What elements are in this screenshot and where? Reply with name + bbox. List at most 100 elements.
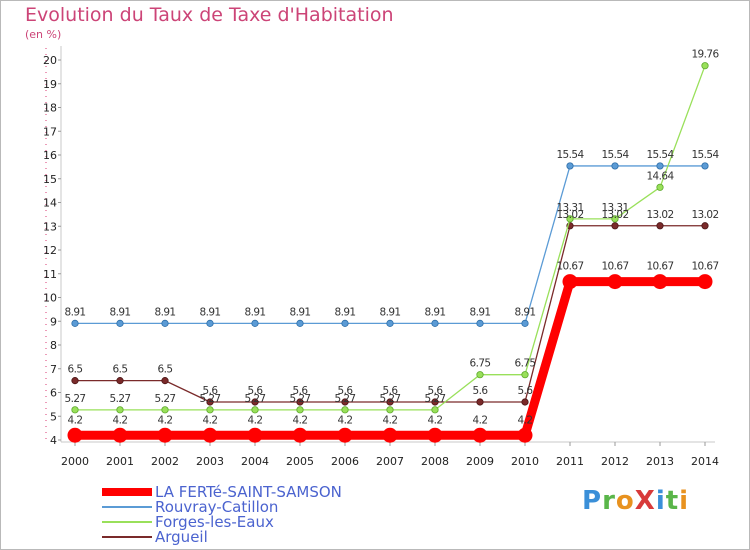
x-tick-label: 2007: [376, 455, 404, 468]
data-label: 4.2: [68, 414, 83, 426]
x-tick-label: 2014: [691, 455, 719, 468]
data-point: [161, 377, 169, 385]
legend-label: LA FERTé-SAINT-SAMSON: [155, 483, 342, 501]
y-tick-label: 10: [43, 292, 57, 305]
data-label: 15.54: [556, 149, 584, 161]
data-label: 13.02: [556, 209, 583, 221]
logo-letter: P: [582, 486, 603, 516]
x-tick-label: 2008: [421, 455, 449, 468]
y-tick-label: 15: [43, 173, 57, 186]
data-point: [431, 319, 439, 327]
y-tick-label: 4: [50, 434, 57, 447]
data-label: 13.02: [646, 209, 673, 221]
data-point: [431, 398, 439, 406]
logo-letter: o: [615, 486, 635, 516]
x-tick-label: 2005: [286, 455, 314, 468]
x-tick-label: 2004: [241, 455, 269, 468]
data-point: [71, 406, 79, 414]
data-label: 5.6: [383, 385, 399, 397]
x-tick-label: 2006: [331, 455, 359, 468]
data-point: [431, 406, 439, 414]
data-point: [112, 427, 128, 443]
data-label: 10.67: [691, 261, 718, 273]
x-tick-label: 2012: [601, 455, 629, 468]
data-point: [427, 427, 443, 443]
data-label: 5.6: [518, 385, 534, 397]
data-point: [701, 62, 709, 70]
data-point: [476, 319, 484, 327]
data-label: 5.6: [293, 385, 309, 397]
data-point: [566, 162, 574, 170]
data-point: [611, 215, 619, 223]
data-label: 10.67: [556, 261, 583, 273]
data-point: [116, 319, 124, 327]
y-tick-label: 17: [43, 125, 57, 138]
data-label: 10.67: [601, 261, 628, 273]
y-tick-label: 13: [43, 220, 57, 233]
data-point: [247, 427, 263, 443]
y-tick-label: 18: [43, 102, 57, 115]
data-point: [71, 319, 79, 327]
x-tick-label: 2001: [106, 455, 134, 468]
data-label: 5.27: [155, 393, 176, 405]
data-label: 6.5: [113, 364, 128, 376]
data-point: [116, 377, 124, 385]
data-point: [296, 406, 304, 414]
data-point: [521, 319, 529, 327]
data-label: 13.31: [556, 202, 583, 214]
data-point: [656, 183, 664, 191]
x-tick-label: 2003: [196, 455, 224, 468]
legend-swatch: [102, 488, 152, 496]
data-label: 4.2: [203, 414, 218, 426]
data-label: 5.27: [200, 393, 221, 405]
data-label: 5.6: [248, 385, 264, 397]
data-point: [341, 398, 349, 406]
data-label: 13.02: [601, 209, 628, 221]
data-label: 5.6: [473, 385, 489, 397]
data-point: [67, 427, 83, 443]
data-label: 4.2: [383, 414, 398, 426]
data-label: 4.2: [473, 414, 488, 426]
data-point: [521, 398, 529, 406]
data-point: [386, 406, 394, 414]
data-label: 5.27: [110, 393, 131, 405]
logo-letter: i: [655, 486, 666, 516]
data-label: 10.67: [646, 261, 673, 273]
data-label: 8.91: [65, 306, 86, 318]
data-label: 8.91: [470, 306, 491, 318]
x-tick-label: 2010: [511, 455, 539, 468]
data-point: [607, 274, 623, 290]
data-label: 13.02: [691, 209, 718, 221]
data-point: [472, 427, 488, 443]
data-point: [157, 427, 173, 443]
data-point: [382, 427, 398, 443]
y-tick-label: 19: [43, 78, 57, 91]
data-point: [386, 319, 394, 327]
data-point: [202, 427, 218, 443]
x-tick-label: 2009: [466, 455, 494, 468]
data-label: 8.91: [290, 306, 311, 318]
data-point: [656, 222, 664, 230]
y-tick-label: 8: [50, 339, 57, 352]
y-tick-label: 12: [43, 244, 57, 257]
y-tick-label: 5: [50, 410, 57, 423]
data-point: [566, 215, 574, 223]
data-label: 5.27: [425, 393, 446, 405]
data-label: 5.6: [428, 385, 444, 397]
data-label: 4.2: [158, 414, 173, 426]
series-line: [74, 165, 706, 325]
data-point: [116, 406, 124, 414]
y-tick-label: 11: [43, 268, 57, 281]
legend-label: Forges-les-Eaux: [155, 513, 274, 531]
legend-label: Argueil: [155, 528, 208, 546]
data-point: [161, 406, 169, 414]
data-label: 5.27: [380, 393, 401, 405]
data-label: 8.91: [425, 306, 446, 318]
data-point: [206, 319, 214, 327]
data-point: [386, 398, 394, 406]
data-point: [206, 398, 214, 406]
data-label: 4.2: [518, 414, 533, 426]
data-point: [701, 222, 709, 230]
data-label: 5.6: [338, 385, 354, 397]
